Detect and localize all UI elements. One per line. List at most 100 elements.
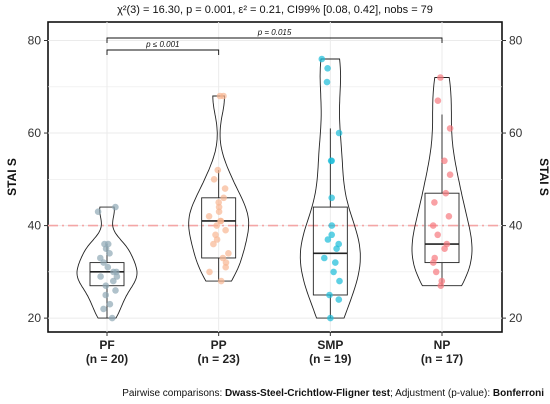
point-smp: [327, 314, 334, 322]
point-pp: [213, 236, 221, 243]
comparison-bracket: [106, 37, 443, 43]
y-tick-label: 40: [28, 219, 42, 233]
x-tick-label: SMP: [317, 338, 343, 352]
point-smp: [330, 268, 337, 276]
point-smp: [333, 245, 340, 252]
box-pp: [201, 197, 237, 259]
point-np: [445, 213, 453, 220]
chart-caption: Pairwise comparisons: Dwass-Steel-Cricht…: [122, 388, 544, 399]
point-pp: [217, 217, 225, 225]
point-smp: [332, 259, 339, 266]
point-pp: [205, 213, 213, 220]
point-pp: [225, 250, 232, 257]
point-pp: [217, 277, 225, 285]
point-np: [437, 74, 444, 81]
point-smp: [318, 55, 326, 63]
point-pf: [100, 305, 107, 313]
point-smp: [328, 157, 336, 165]
point-pf: [108, 314, 116, 322]
y-tick-label: 60: [28, 126, 42, 140]
point-pp: [215, 208, 223, 215]
y-axis-label-right: STAI S: [537, 158, 550, 196]
point-pf: [104, 263, 112, 271]
caption-mid: ; Adjustment (p-value):: [390, 388, 493, 399]
point-np: [429, 222, 437, 229]
point-np: [441, 157, 448, 165]
point-pf: [102, 291, 109, 299]
plot-panel-border: [47, 21, 503, 333]
point-smp: [335, 296, 343, 303]
point-np: [430, 259, 437, 266]
point-pp: [220, 194, 227, 202]
point-np: [434, 231, 442, 239]
point-pp: [222, 263, 229, 271]
point-pf: [97, 254, 104, 262]
point-smp: [324, 236, 332, 243]
point-np: [446, 171, 454, 178]
point-pp: [216, 92, 224, 100]
point-pf: [97, 273, 104, 280]
x-tick-count: (n = 23): [197, 352, 239, 366]
point-smp: [328, 194, 336, 202]
y-tick-label: 60: [509, 126, 523, 140]
comparison-label: p = 0.015: [257, 28, 292, 37]
violin-pp: [188, 95, 250, 282]
y-axis-left: 20 40 60 80: [28, 34, 48, 325]
point-pp: [210, 240, 217, 248]
x-tick-label: PF: [99, 338, 114, 352]
x-tick-count: (n = 17): [421, 352, 463, 366]
point-smp: [324, 65, 331, 72]
y-tick-label: 80: [509, 34, 523, 48]
point-pf: [106, 300, 114, 308]
point-pf: [94, 208, 102, 215]
point-pf: [102, 245, 110, 252]
chart-subtitle: χ²(3) = 16.30, p = 0.001, ε² = 0.21, CI9…: [117, 4, 433, 16]
boxplots: [89, 114, 460, 319]
point-pf: [102, 282, 110, 290]
box-np: [424, 192, 460, 264]
point-pp: [213, 222, 220, 229]
point-np: [434, 97, 442, 104]
point-pp: [214, 166, 222, 174]
caption-prefix: Pairwise comparisons:: [122, 388, 225, 399]
x-tick-count: (n = 20): [86, 352, 128, 366]
point-smp: [336, 277, 343, 285]
comparison-bracket: [106, 49, 220, 55]
point-smp: [328, 222, 336, 229]
point-pf: [106, 250, 113, 257]
point-smp: [323, 78, 331, 86]
y-tick-label: 20: [509, 311, 523, 325]
pairwise-comparisons: p ≤ 0.001 p = 0.015: [106, 28, 443, 55]
data-points: [94, 55, 454, 322]
point-smp: [326, 291, 333, 299]
point-pf: [110, 277, 117, 285]
point-pp: [215, 203, 223, 211]
caption-adjustment: Bonferroni: [493, 388, 544, 399]
point-pf: [112, 203, 119, 211]
point-np: [432, 268, 440, 276]
x-axis: PF(n = 20) PP(n = 23) SMP(n = 19) NP(n = 17…: [86, 332, 463, 366]
point-np: [431, 199, 438, 206]
point-pf: [100, 259, 107, 266]
point-smp: [321, 254, 328, 262]
point-np: [437, 282, 445, 290]
point-np: [441, 245, 448, 252]
x-tick-label: NP: [434, 338, 451, 352]
y-axis-right: 20 40 60 80: [502, 34, 523, 325]
x-tick-label: PP: [211, 338, 227, 352]
point-pf: [110, 268, 117, 276]
violin-np: [411, 77, 473, 287]
y-tick-label: 20: [28, 311, 42, 325]
point-pp: [210, 176, 218, 183]
y-tick-label: 80: [28, 34, 42, 48]
point-smp: [328, 231, 336, 239]
point-pf: [112, 287, 119, 294]
violins: [76, 58, 473, 319]
point-pp: [222, 226, 229, 234]
point-np: [442, 189, 450, 197]
point-pp: [221, 185, 229, 192]
caption-test: Dwass-Steel-Crichtlow-Fligner test: [225, 388, 391, 399]
point-pf: [113, 273, 121, 280]
comparison-label: p ≤ 0.001: [145, 40, 179, 49]
